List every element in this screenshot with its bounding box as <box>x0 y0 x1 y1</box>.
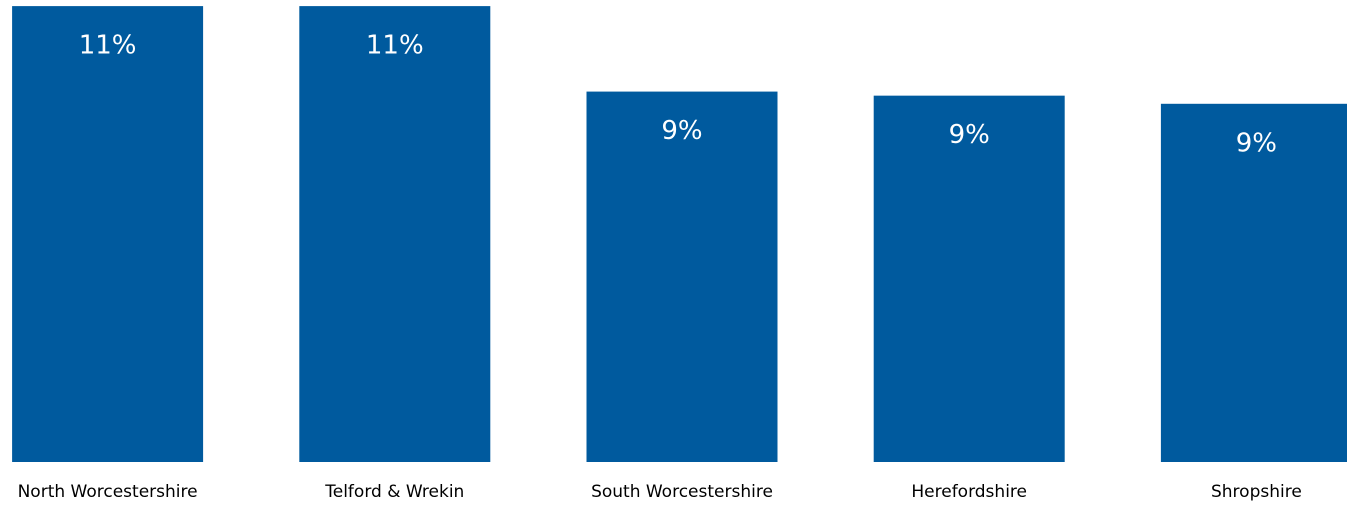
data-label: 9% <box>661 116 702 146</box>
data-label: 11% <box>79 31 137 61</box>
data-label: 9% <box>1236 128 1277 158</box>
bar <box>12 6 204 463</box>
bar <box>1160 103 1347 462</box>
x-tick-label: Shropshire <box>1211 482 1302 502</box>
x-tick-label: Herefordshire <box>911 482 1027 502</box>
bar <box>586 91 778 462</box>
bar <box>299 6 491 463</box>
data-label: 9% <box>949 120 990 150</box>
x-tick-label: North Worcestershire <box>18 482 198 502</box>
x-tick-label: Telford & Wrekin <box>324 482 464 502</box>
x-tick-label: South Worcestershire <box>591 482 773 502</box>
bar <box>873 95 1065 463</box>
data-label: 11% <box>366 31 424 61</box>
